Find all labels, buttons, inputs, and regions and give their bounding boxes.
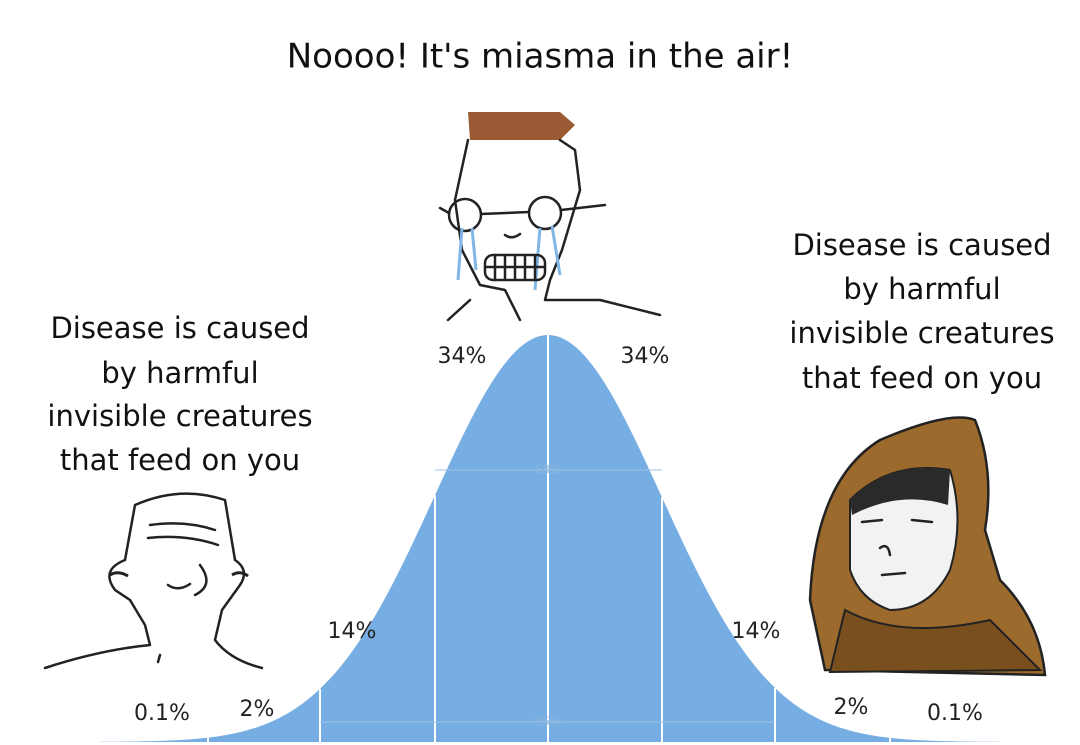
left-caption-line: that feed on you (60, 443, 300, 477)
percent-label: 2% (834, 695, 869, 720)
inner-label: 68% (535, 463, 562, 477)
bell-curve (100, 335, 1000, 742)
left-face (43, 492, 264, 670)
right-caption-line: that feed on you (802, 361, 1042, 395)
percent-label: 14% (732, 619, 781, 644)
title: Noooo! It's miasma in the air! (287, 37, 793, 77)
inner-label: 95% (535, 715, 562, 729)
left-caption-line: invisible creatures (47, 399, 312, 433)
percent-label: 0.1% (134, 701, 190, 726)
left-caption-line: Disease is caused (50, 311, 309, 345)
percent-label: 34% (621, 344, 670, 369)
right-face (808, 416, 1047, 677)
curve-area (100, 335, 1000, 742)
right-caption-line: by harmful (843, 272, 1000, 306)
middle-face (438, 112, 662, 322)
hair (468, 112, 575, 140)
percent-label: 34% (438, 344, 487, 369)
right-caption-line: Disease is caused (792, 228, 1051, 262)
left-caption-line: by harmful (101, 356, 258, 390)
percent-label: 2% (240, 697, 275, 722)
right-caption-line: invisible creatures (789, 316, 1054, 350)
percent-label: 0.1% (927, 701, 983, 726)
percent-label: 14% (328, 619, 377, 644)
